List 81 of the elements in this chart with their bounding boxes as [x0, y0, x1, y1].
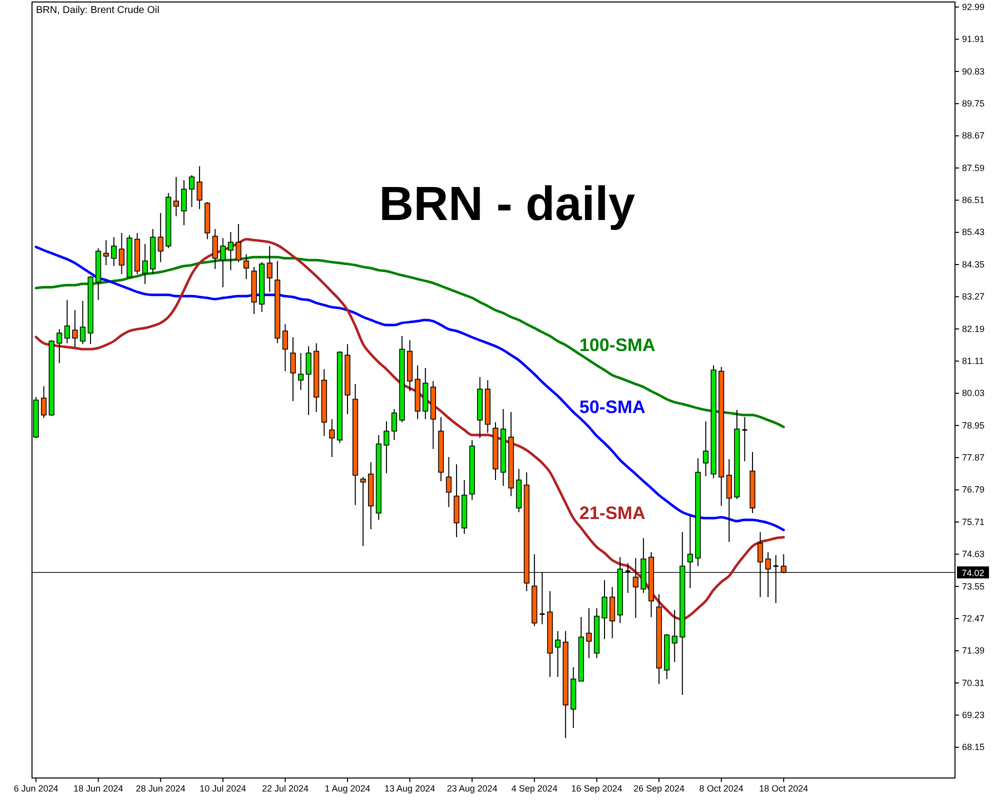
- candlestick: [64, 300, 70, 344]
- candlestick: [554, 630, 561, 678]
- y-tick-label: 92.99: [962, 2, 985, 12]
- y-tick-label: 75.71: [962, 516, 985, 527]
- y-tick-label: 81.11: [962, 356, 984, 366]
- x-tick-label: 4 Sep 2024: [511, 783, 558, 794]
- x-tick-label: 18 Jun 2024: [74, 783, 124, 794]
- chart-subtitle: BRN, Daily: Brent Crude Oil: [36, 5, 160, 16]
- x-tick-label: 6 Jun 2024: [14, 783, 58, 794]
- y-tick-label: 89.75: [962, 98, 985, 108]
- x-tick-label: 1 Aug 2024: [324, 783, 370, 794]
- series-label: 21-SMA: [579, 502, 646, 523]
- series-label: 100-SMA: [579, 334, 656, 355]
- candlestick: [586, 608, 592, 659]
- series-label: 50-SMA: [579, 396, 646, 417]
- candlestick: [80, 300, 86, 345]
- candlestick: [181, 180, 187, 226]
- x-tick-label: 18 Oct 2024: [759, 783, 808, 794]
- y-tick-label: 88.67: [962, 130, 985, 141]
- candlestick: [188, 174, 195, 208]
- candlestick: [40, 386, 47, 419]
- candlestick: [118, 232, 124, 275]
- y-tick-label: 82.19: [962, 324, 985, 334]
- line-series: [34, 246, 785, 532]
- candlestick: [243, 254, 250, 280]
- y-tick-label: 87.59: [962, 162, 985, 173]
- y-tick-label: 84.35: [962, 259, 985, 270]
- y-tick-label: 72.47: [962, 613, 985, 624]
- candlestick: [142, 243, 148, 284]
- candlestick: [56, 328, 62, 364]
- x-tick-label: 23 Aug 2024: [446, 783, 498, 794]
- candlestick: [266, 246, 272, 292]
- y-tick-label: 70.31: [962, 678, 985, 688]
- y-tick-label: 90.83: [962, 66, 985, 76]
- y-tick-label: 73.55: [962, 581, 985, 592]
- x-tick-label: 8 Oct 2024: [699, 783, 744, 794]
- x-tick-label: 22 Jul 2024: [262, 783, 308, 794]
- candlestick: [672, 609, 678, 663]
- y-tick-label: 74.63: [962, 549, 985, 560]
- candlestick: [446, 456, 452, 508]
- candlestick: [228, 232, 234, 271]
- candlestick: [360, 476, 366, 547]
- x-tick-label: 10 Jul 2024: [200, 783, 246, 794]
- candlestick: [290, 336, 296, 402]
- x-tick-label: 13 Aug 2024: [384, 783, 436, 794]
- x-tick-label: 26 Sep 2024: [634, 783, 685, 794]
- candlestick: [72, 310, 78, 348]
- x-tick-label: 28 Jun 2024: [136, 783, 186, 794]
- candlestick: [212, 228, 218, 270]
- y-tick-label: 86.51: [962, 195, 985, 206]
- y-tick-label: 78.95: [962, 420, 985, 430]
- candlestick: [158, 212, 164, 263]
- ref-line-label: 74.02: [962, 568, 984, 578]
- candlestick: [196, 166, 202, 210]
- y-tick-label: 91.91: [962, 34, 985, 44]
- candlestick: [298, 352, 304, 390]
- candlestick: [726, 458, 732, 542]
- y-tick-label: 80.03: [962, 388, 985, 398]
- candlestick: [220, 238, 226, 288]
- y-tick-label: 71.39: [962, 646, 985, 656]
- candlestick: [103, 240, 109, 266]
- x-tick-label: 16 Sep 2024: [571, 783, 622, 794]
- candlestick: [702, 420, 709, 477]
- y-tick-label: 77.87: [962, 452, 985, 463]
- y-tick-label: 69.23: [962, 710, 985, 720]
- candlestick: [306, 346, 312, 416]
- y-tick-label: 83.27: [962, 292, 985, 302]
- candlestick: [236, 224, 242, 263]
- candlestick: [173, 176, 179, 217]
- y-tick-label: 76.79: [962, 484, 985, 495]
- candlestick: [282, 324, 288, 372]
- candlestick: [391, 408, 398, 441]
- candlestick: [742, 416, 748, 462]
- y-tick-label: 85.43: [962, 227, 985, 238]
- candlestick: [384, 420, 390, 474]
- text: BRN - daily: [378, 178, 636, 231]
- candlestick: [111, 236, 117, 267]
- candlestick: [609, 586, 616, 639]
- candlestick: [602, 580, 608, 640]
- candlestick: [329, 418, 335, 458]
- y-tick-label: 68.15: [962, 742, 985, 752]
